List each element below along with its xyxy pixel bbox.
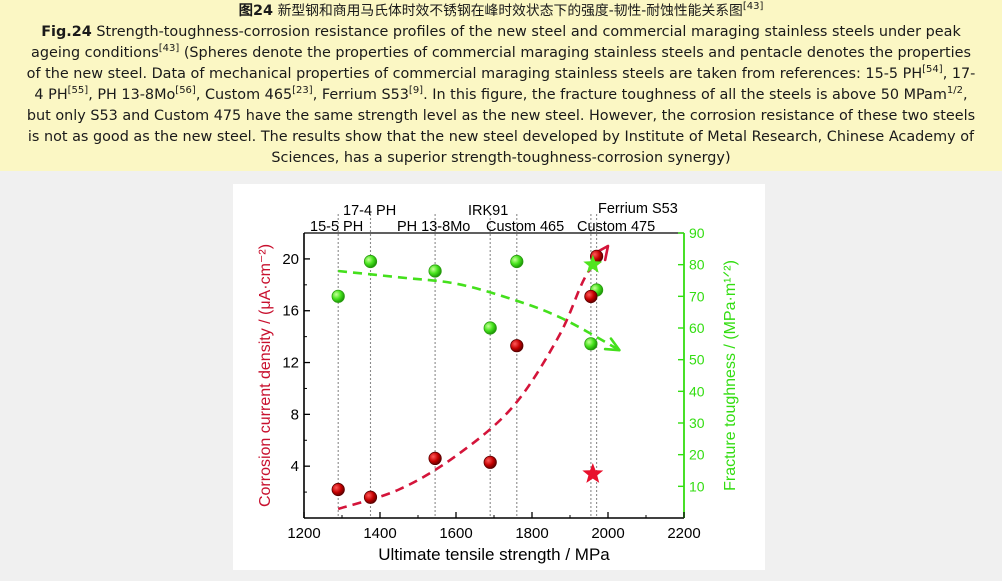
corrosion-trend-line	[337, 245, 610, 511]
steel-label-ferrium-s53: Ferrium S53	[598, 201, 678, 217]
right-tick-label-40: 40	[689, 383, 705, 399]
caption-ref-43: [43]	[158, 43, 180, 55]
caption-en-line1: Strength-toughness-corrosion resistance …	[96, 24, 961, 40]
steel-label-custom-475: Custom 475	[577, 219, 655, 235]
caption-en-line4a: 4 PH	[34, 87, 68, 103]
caption-ref-55: [55]	[67, 85, 89, 97]
new-steel-toughness-star	[583, 254, 603, 273]
corrosion-point-4	[510, 339, 524, 353]
caption-ref-23: [23]	[292, 85, 313, 97]
caption-english-line-6: is not as good as the new steel. The res…	[0, 127, 1002, 148]
caption-en-line2a: ageing conditions	[31, 45, 159, 61]
toughness-trend-line	[338, 269, 621, 352]
caption-english-line-5: but only S53 and Custom 475 have the sam…	[0, 106, 1002, 127]
left-tick-label-8: 8	[291, 406, 299, 423]
right-tick-label-60: 60	[689, 320, 705, 336]
left-tick-label-12: 12	[282, 355, 299, 372]
x-tick-label-2200: 2200	[667, 525, 700, 542]
caption-cn-ref: [43]	[742, 1, 764, 13]
steel-label-irk91: IRK91	[468, 203, 508, 219]
corrosion-point-3	[483, 455, 497, 469]
left-axis-title: Corrosion current density / (μA·cm⁻²)	[257, 244, 274, 507]
left-tick-label-16: 16	[282, 303, 299, 320]
toughness-point-1	[363, 254, 378, 269]
new-steel-corrosion-star	[582, 462, 604, 483]
caption-english-line-1: Fig.24 Strength-toughness-corrosion resi…	[0, 22, 1002, 43]
right-tick-label-30: 30	[689, 415, 705, 431]
caption-ref-9: [9]	[408, 85, 424, 97]
corrosion-point-2	[428, 451, 442, 466]
toughness-point-2	[428, 264, 442, 278]
caption-english-line-7: Sciences, has a superior strength-toughn…	[0, 148, 1002, 169]
steel-label-15-5-ph: 15-5 PH	[310, 219, 363, 235]
caption-en-line4c: , Custom 465	[195, 87, 293, 103]
caption-en-line7: Sciences, has a superior strength-toughn…	[271, 150, 731, 166]
caption-unit-exponent: 1/2	[946, 85, 963, 97]
caption-english-line-4: 4 PH[55], PH 13-8Mo[56], Custom 465[23],…	[0, 85, 1002, 106]
caption-cn-prefix: 图24	[238, 3, 274, 19]
right-tick-label-80: 80	[689, 257, 705, 273]
caption-en-line3b: , 17-	[942, 66, 976, 82]
toughness-point-3	[483, 321, 497, 335]
caption-en-line6: is not as good as the new steel. The res…	[27, 129, 975, 145]
toughness-point-0	[331, 289, 345, 303]
caption-en-prefix: Fig.24	[41, 24, 92, 40]
x-tick-label-2000: 2000	[591, 525, 624, 542]
figure-caption: 图24 新型钢和商用马氏体时效不锈钢在峰时效状态下的强度-韧性-耐蚀性能关系图[…	[0, 0, 1002, 171]
caption-en-line4b: , PH 13-8Mo	[88, 87, 176, 103]
data-points	[331, 249, 604, 504]
right-axis-title: Fracture toughness / (MPa·m¹ᐟ²)	[722, 260, 739, 491]
trend-arrows	[337, 244, 621, 511]
caption-english-line-2: ageing conditions[43] (Spheres denote th…	[0, 43, 1002, 64]
toughness-point-5	[584, 337, 598, 351]
steel-label-custom-465: Custom 465	[486, 219, 564, 235]
corrosion-point-1	[363, 490, 378, 504]
x-tick-label-1800: 1800	[515, 525, 548, 542]
right-tick-label-90: 90	[689, 225, 705, 241]
toughness-trend-arrowhead	[603, 337, 621, 352]
steel-label-ph-13-8mo: PH 13-8Mo	[397, 219, 470, 235]
caption-en-line3: of the new steel. Data of mechanical pro…	[26, 66, 923, 82]
caption-en-line4e: . In this figure, the fracture toughness…	[423, 87, 947, 103]
right-tick-label-10: 10	[689, 478, 705, 494]
caption-en-line4d: , Ferrium S53	[312, 87, 409, 103]
chart-svg: 1200 1400 1600 1800 2000 2200 4 8 12 16 20 10 20 30 40…	[257, 201, 739, 564]
left-tick-label-20: 20	[282, 251, 299, 268]
caption-en-line2b: (Spheres denote the properties of commer…	[183, 45, 971, 61]
left-tick-label-4: 4	[291, 458, 299, 475]
right-tick-label-70: 70	[689, 288, 705, 304]
corrosion-point-0	[331, 482, 345, 497]
chart-figure: 1200 1400 1600 1800 2000 2200 4 8 12 16 20 10 20 30 40…	[233, 184, 765, 570]
vertical-reference-lines	[337, 214, 598, 518]
corrosion-point-5	[584, 289, 598, 304]
caption-english-line-3: of the new steel. Data of mechanical pro…	[0, 64, 1002, 85]
x-tick-label-1600: 1600	[439, 525, 472, 542]
caption-ref-56: [56]	[175, 85, 196, 97]
x-axis-title: Ultimate tensile strength / MPa	[378, 545, 610, 564]
right-tick-label-50: 50	[689, 352, 705, 368]
caption-en-line5: but only S53 and Custom 475 have the sam…	[26, 108, 976, 124]
steel-label-17-4-ph: 17-4 PH	[343, 203, 396, 219]
x-tick-label-1200: 1200	[287, 525, 320, 542]
caption-en-line4f: ,	[962, 87, 968, 103]
x-tick-label-1400: 1400	[363, 525, 396, 542]
right-tick-label-20: 20	[689, 447, 705, 463]
caption-chinese-line: 图24 新型钢和商用马氏体时效不锈钢在峰时效状态下的强度-韧性-耐蚀性能关系图[…	[0, 1, 1002, 22]
toughness-point-4	[510, 254, 524, 269]
chart-axes: 1200 1400 1600 1800 2000 2200 4 8 12 16 20 10 20 30 40…	[257, 225, 739, 564]
caption-cn-text: 新型钢和商用马氏体时效不锈钢在峰时效状态下的强度-韧性-耐蚀性能关系图	[277, 3, 743, 19]
caption-ref-54: [54]	[922, 64, 943, 76]
